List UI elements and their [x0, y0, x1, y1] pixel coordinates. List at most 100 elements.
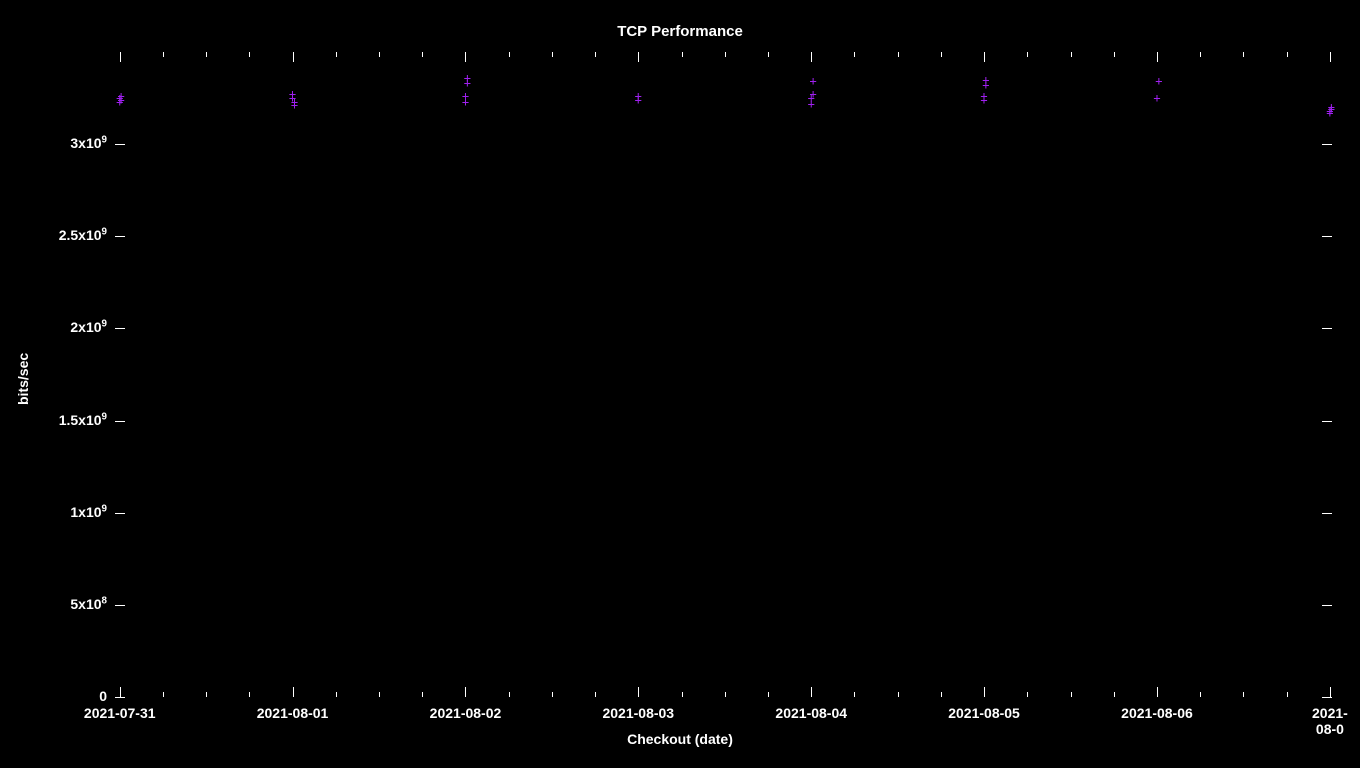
y-tick-label: 2x109 [70, 319, 107, 335]
y-tick-label: 1.5x109 [59, 412, 107, 428]
x-tick-minor [854, 692, 855, 697]
x-tick-minor [1287, 52, 1288, 57]
data-point: + [635, 90, 642, 102]
x-tick-minor [206, 52, 207, 57]
y-tick [115, 605, 125, 606]
y-tick [115, 513, 125, 514]
x-tick-major [465, 52, 466, 62]
x-tick-minor [941, 692, 942, 697]
x-tick-minor [1027, 52, 1028, 57]
x-tick-major [465, 687, 466, 697]
y-tick [115, 144, 125, 145]
x-tick-minor [898, 52, 899, 57]
x-tick-minor [1027, 692, 1028, 697]
x-tick-label: 2021-08-04 [775, 705, 847, 721]
data-point: + [1153, 92, 1160, 104]
x-tick-minor [1287, 692, 1288, 697]
x-tick-label: 2021-08-01 [257, 705, 329, 721]
x-tick-major [120, 687, 121, 697]
y-tick [115, 421, 125, 422]
x-tick-major [984, 52, 985, 62]
plot-area: ++++++++++++++++++++++++++++ [115, 52, 1332, 697]
x-tick-major [811, 52, 812, 62]
x-tick-minor [1200, 692, 1201, 697]
y-tick [1322, 328, 1332, 329]
x-tick-major [811, 687, 812, 697]
x-tick-minor [422, 52, 423, 57]
y-tick-label: 0 [99, 688, 107, 704]
x-tick-label: 2021-08-02 [430, 705, 502, 721]
x-tick-minor [725, 692, 726, 697]
x-tick-major [1157, 52, 1158, 62]
x-tick-major [1157, 687, 1158, 697]
data-point: + [117, 90, 124, 102]
x-tick-minor [163, 52, 164, 57]
x-tick-minor [249, 52, 250, 57]
x-tick-label: 2021-08-06 [1121, 705, 1193, 721]
data-point: + [1328, 101, 1335, 113]
x-tick-minor [1114, 52, 1115, 57]
data-point: + [462, 90, 469, 102]
x-tick-minor [379, 692, 380, 697]
x-tick-label: 2021-08-03 [602, 705, 674, 721]
x-tick-minor [1200, 52, 1201, 57]
x-tick-minor [768, 52, 769, 57]
x-tick-minor [941, 52, 942, 57]
data-point: + [1155, 75, 1162, 87]
x-tick-major [120, 52, 121, 62]
y-tick-label: 3x109 [70, 135, 107, 151]
x-tick-minor [1071, 692, 1072, 697]
y-tick-label: 2.5x109 [59, 227, 107, 243]
x-tick-major [1330, 52, 1331, 62]
x-tick-minor [552, 52, 553, 57]
y-tick [1322, 144, 1332, 145]
y-tick-label: 5x108 [70, 596, 107, 612]
x-tick-minor [249, 692, 250, 697]
x-tick-minor [379, 52, 380, 57]
y-tick [1322, 697, 1332, 698]
x-tick-major [638, 52, 639, 62]
x-tick-label: 2021-08-05 [948, 705, 1020, 721]
y-tick [115, 328, 125, 329]
y-axis-label: bits/sec [15, 352, 31, 404]
x-tick-minor [898, 692, 899, 697]
y-tick [1322, 605, 1332, 606]
x-tick-minor [682, 692, 683, 697]
x-tick-label: 2021-07-31 [84, 705, 156, 721]
y-tick [1322, 513, 1332, 514]
x-tick-minor [336, 692, 337, 697]
x-tick-minor [725, 52, 726, 57]
y-tick [1322, 236, 1332, 237]
x-tick-minor [163, 692, 164, 697]
x-tick-minor [552, 692, 553, 697]
chart-title: TCP Performance [0, 23, 1360, 40]
x-tick-minor [1243, 52, 1244, 57]
x-tick-minor [1114, 692, 1115, 697]
data-point: + [464, 72, 471, 84]
x-tick-minor [422, 692, 423, 697]
data-point: + [809, 75, 816, 87]
x-tick-major [293, 52, 294, 62]
x-tick-minor [854, 52, 855, 57]
x-tick-minor [206, 692, 207, 697]
x-tick-minor [336, 52, 337, 57]
x-tick-major [638, 687, 639, 697]
x-tick-minor [1243, 692, 1244, 697]
x-tick-minor [682, 52, 683, 57]
y-tick [115, 236, 125, 237]
y-tick-label: 1x109 [70, 504, 107, 520]
x-tick-major [1330, 687, 1331, 697]
x-axis-label: Checkout (date) [0, 731, 1360, 747]
x-tick-minor [509, 52, 510, 57]
x-tick-minor [595, 52, 596, 57]
data-point: + [291, 96, 298, 108]
y-tick [115, 697, 125, 698]
x-tick-minor [1071, 52, 1072, 57]
y-tick [1322, 421, 1332, 422]
x-tick-major [984, 687, 985, 697]
x-tick-label: 2021-08-0 [1312, 705, 1348, 737]
x-tick-minor [768, 692, 769, 697]
data-point: + [982, 74, 989, 86]
x-tick-major [293, 687, 294, 697]
x-tick-minor [509, 692, 510, 697]
